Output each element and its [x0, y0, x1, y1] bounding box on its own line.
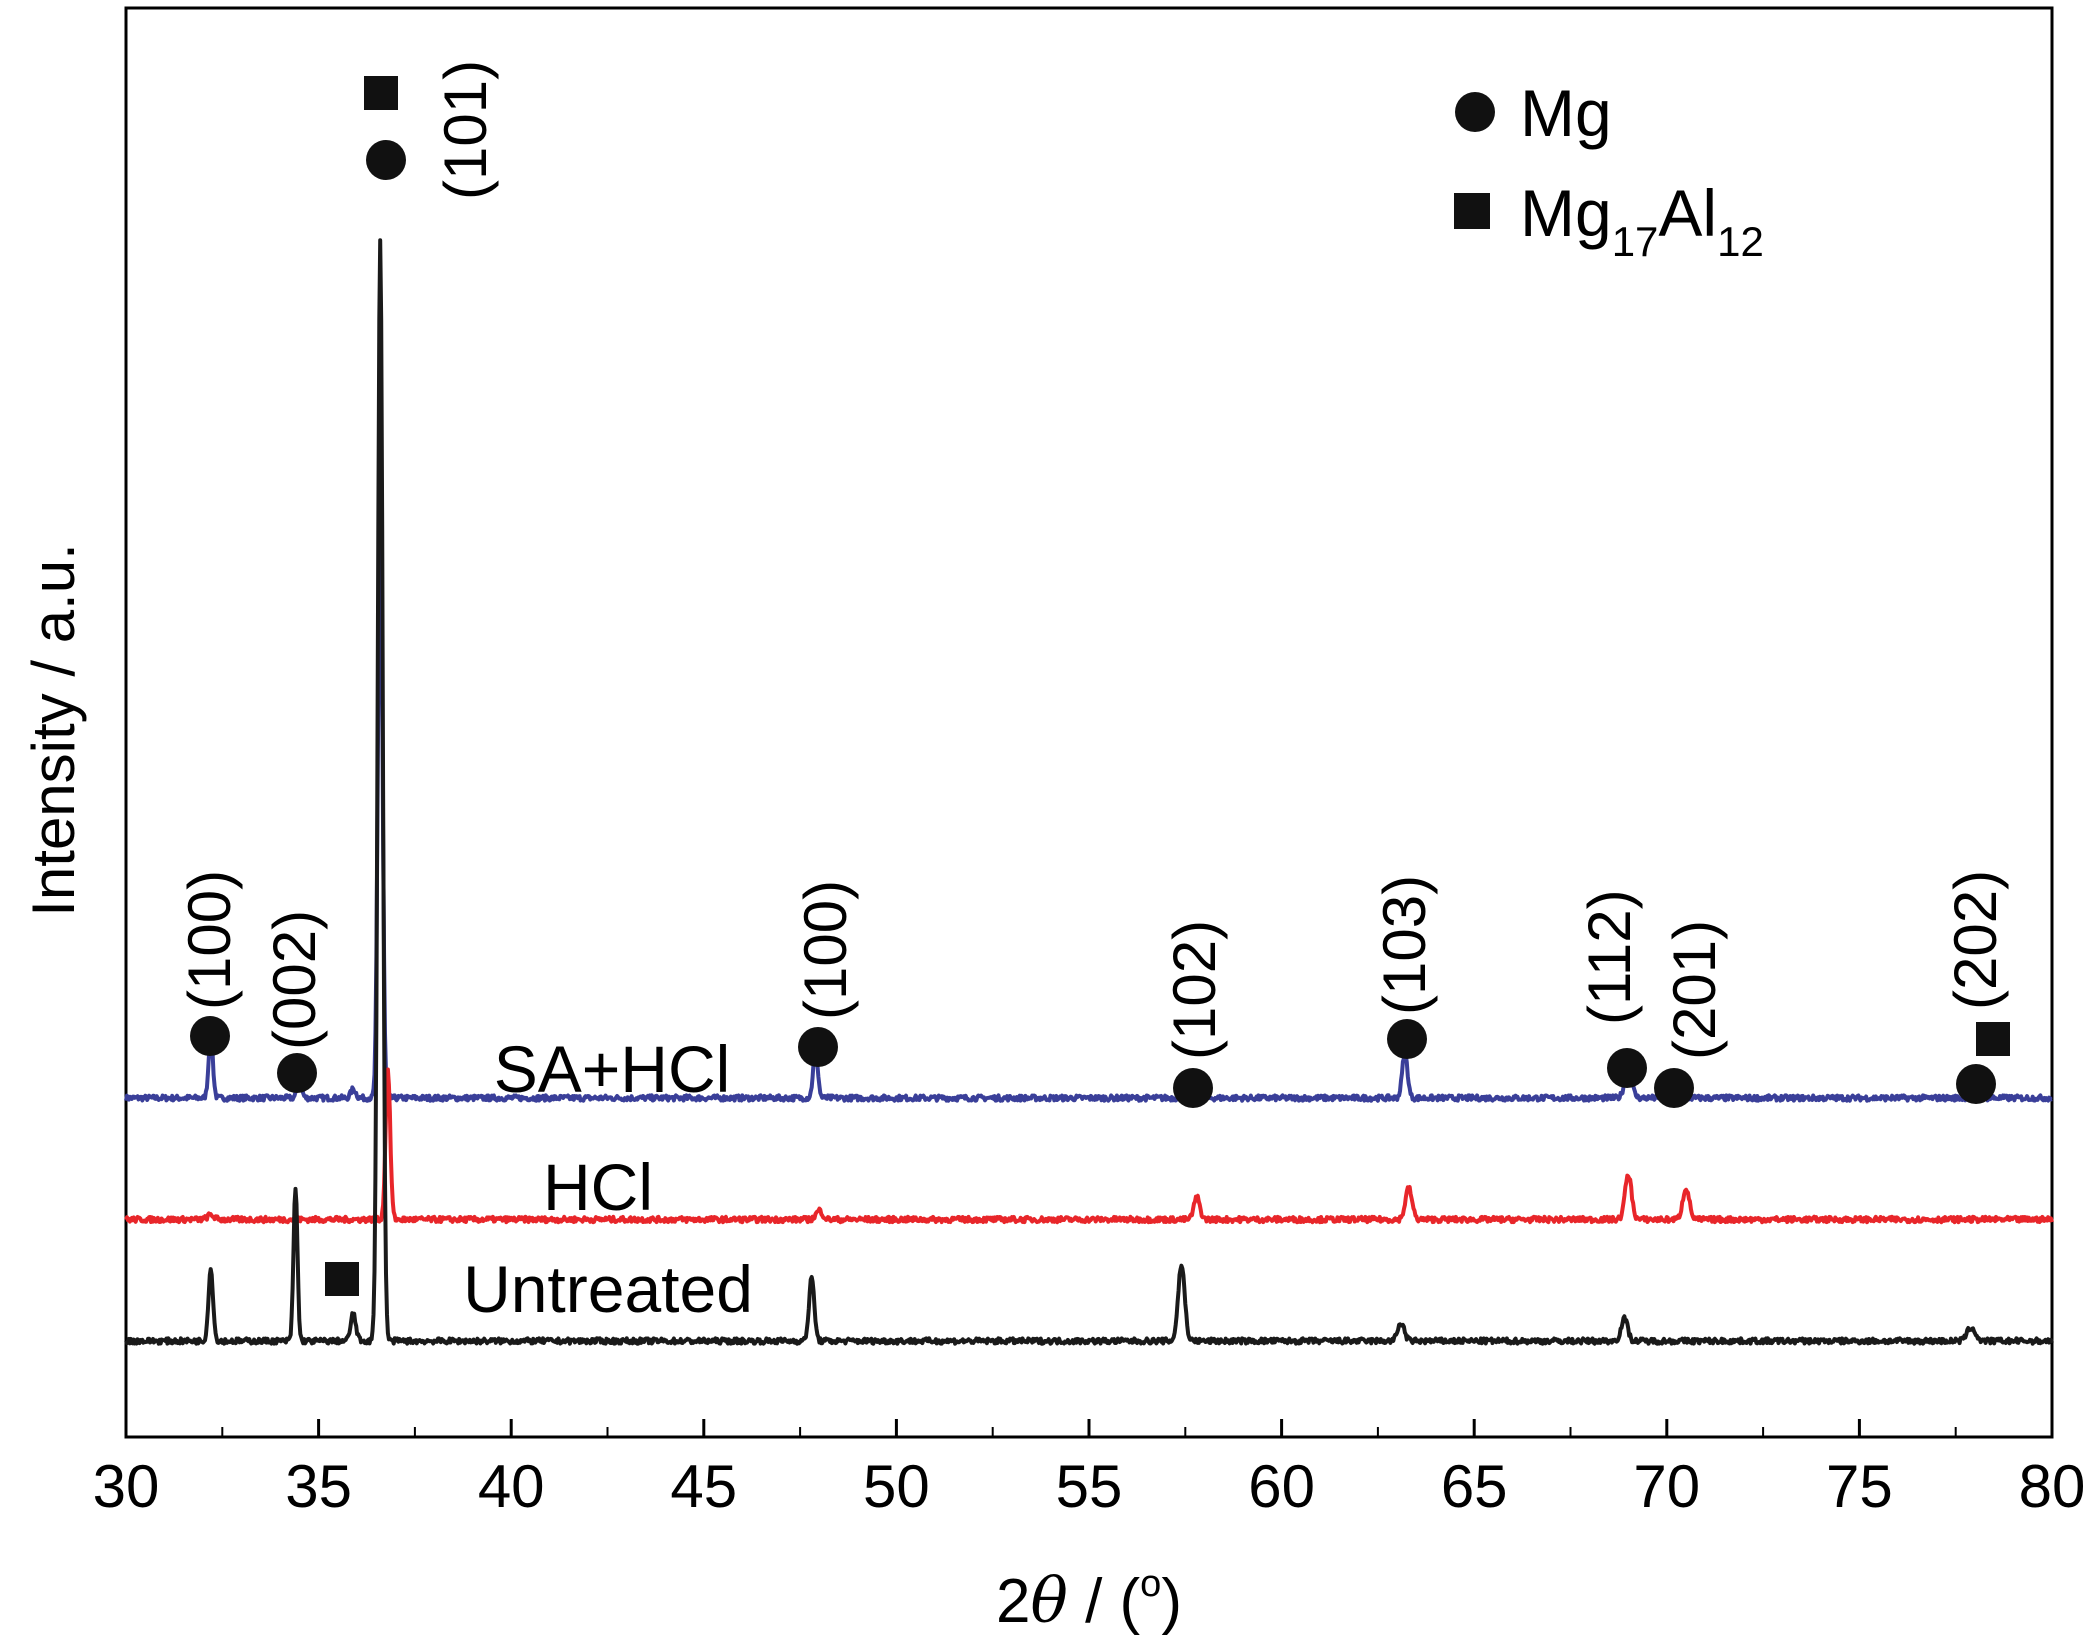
legend: Mg Mg17Al12 [1454, 76, 1764, 265]
legend-mg17al12-mid: Al [1658, 176, 1717, 250]
mg17al12-peak-marker [364, 76, 398, 110]
x-tick-label: 30 [93, 1453, 160, 1520]
hkl-label: (103) [1371, 875, 1438, 1015]
hkl-label: (112) [1576, 889, 1643, 1025]
x-tick-label: 45 [670, 1453, 737, 1520]
hkl-label: (100) [792, 880, 859, 1020]
x-axis-label-unit: o [1140, 1563, 1161, 1605]
x-tick-label: 50 [863, 1453, 930, 1520]
series-line-untreated [124, 238, 2054, 1346]
series-line-sa-hcl [124, 525, 2053, 1103]
series-label-hcl: HCl [543, 1150, 653, 1224]
series-label-untreated: Untreated [463, 1252, 753, 1326]
x-tick-label: 60 [1248, 1453, 1315, 1520]
x-tick-label: 35 [285, 1453, 352, 1520]
mg-peak-marker [1607, 1048, 1647, 1088]
series-label-sa-hcl: SA+HCl [494, 1032, 731, 1106]
hkl-label: (102) [1161, 920, 1228, 1060]
legend-mg17al12-sub1: 17 [1612, 218, 1659, 265]
x-axis-label: 2θ / (o) [996, 1563, 1182, 1636]
hkl-label: (100) [176, 870, 243, 1010]
x-axis-ticks: 30 35 40 45 50 55 60 65 70 75 80 [93, 1419, 2086, 1520]
x-axis-label-prefix: 2 [996, 1567, 1030, 1636]
mg-peak-marker [1654, 1068, 1694, 1108]
hkl-label: (101) [432, 60, 499, 200]
legend-mg-marker [1455, 92, 1495, 132]
mg-peak-marker [1956, 1064, 1996, 1104]
mg-peak-marker [277, 1053, 317, 1093]
mg-peak-marker [1173, 1068, 1213, 1108]
hkl-label: (002) [261, 910, 328, 1050]
x-tick-label: 65 [1441, 1453, 1508, 1520]
mg17al12-peak-marker [1976, 1022, 2010, 1056]
hkl-labels: (100) (002) (101) (100) (102) (103) (112… [176, 60, 2009, 1060]
legend-mg-label: Mg [1520, 76, 1612, 150]
mg17al12-peak-marker [325, 1262, 359, 1296]
x-tick-label: 40 [478, 1453, 545, 1520]
hkl-label: (201) [1661, 920, 1728, 1060]
hkl-label: (202) [1942, 870, 2009, 1010]
x-axis-label-suffix: / ( [1068, 1567, 1141, 1636]
mg-peak-marker [1387, 1019, 1427, 1059]
x-tick-label: 75 [1826, 1453, 1893, 1520]
series-line-hcl [124, 1067, 2054, 1225]
mg-peak-marker [366, 140, 406, 180]
series-layer [124, 238, 2054, 1346]
x-axis-label-theta: θ [1031, 1564, 1068, 1636]
peak-markers [190, 76, 2010, 1296]
x-axis-label-close: ) [1161, 1567, 1182, 1636]
x-tick-label: 80 [2019, 1453, 2086, 1520]
legend-mg17al12-main: Mg [1520, 176, 1612, 250]
x-tick-label: 70 [1633, 1453, 1700, 1520]
legend-mg17al12-marker [1454, 193, 1490, 229]
legend-mg17al12-sub2: 12 [1717, 218, 1764, 265]
x-tick-label: 55 [1056, 1453, 1123, 1520]
mg-peak-marker [798, 1027, 838, 1067]
mg-peak-marker [190, 1016, 230, 1056]
y-axis-label: Intensity / a.u. [20, 543, 87, 917]
legend-mg17al12-label: Mg17Al12 [1520, 176, 1764, 265]
